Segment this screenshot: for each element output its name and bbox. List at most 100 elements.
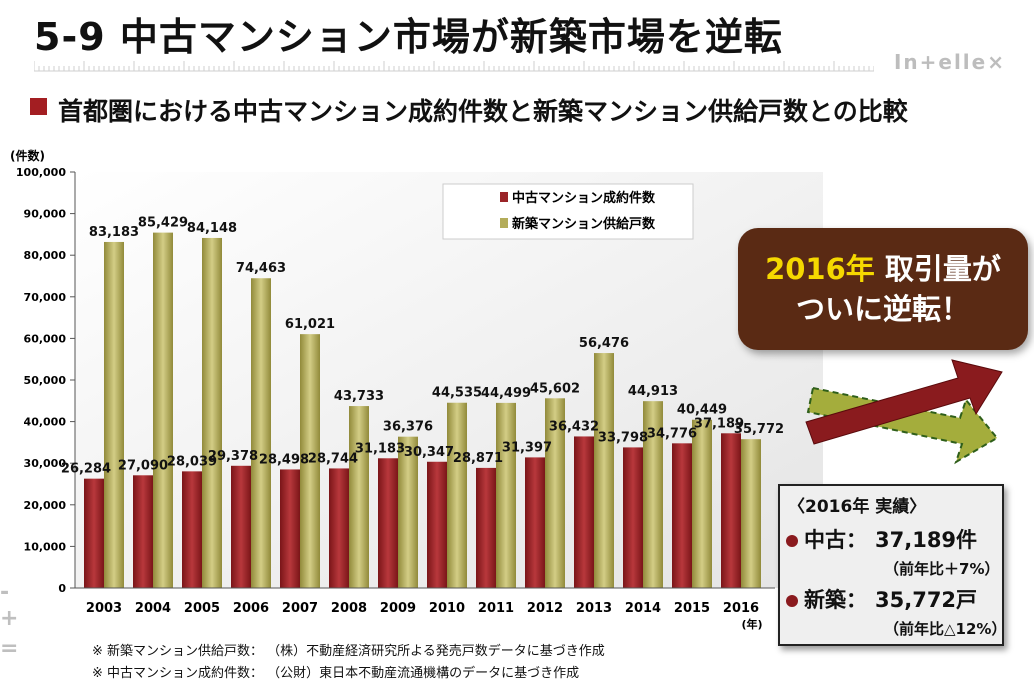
bar-new <box>398 436 418 588</box>
bar-used <box>476 467 496 588</box>
data-label: 56,476 <box>579 336 629 351</box>
footnote-new: ※ 新築マンション供給戸数： （株）不動産経済研究所よる発売戸数データに基づき作… <box>92 644 605 659</box>
bar-used <box>525 457 545 588</box>
x-tick-label: 2008 <box>331 601 367 616</box>
result-new-change: （前年比△12%） <box>884 620 1007 638</box>
data-label: 44,535 <box>432 386 482 401</box>
y-tick-label: 60,000 <box>24 332 67 345</box>
result-title: 〈2016年 実績〉 <box>788 497 927 517</box>
result-used-change: （前年比＋7%） <box>884 560 1000 578</box>
bar-new <box>300 334 320 588</box>
bar-new <box>349 406 369 588</box>
data-label: 31,183 <box>355 441 405 456</box>
y-tick-label: 90,000 <box>24 208 67 221</box>
data-label: 43,733 <box>334 389 384 404</box>
subtitle-bullet <box>30 98 47 115</box>
callout-line1-rest: 取引量が <box>884 252 1001 286</box>
result-used-label: 中古： <box>804 528 867 552</box>
data-label: 36,432 <box>549 419 599 434</box>
data-label: 45,602 <box>530 381 580 396</box>
y-tick-label: 40,000 <box>24 416 67 429</box>
data-label: 30,347 <box>404 445 454 460</box>
side-deco-plus: + <box>0 606 19 631</box>
data-label: 84,148 <box>187 221 237 236</box>
bar-new <box>594 353 614 588</box>
x-tick-label: 2012 <box>527 601 563 616</box>
callout-line2: ついに逆転！ <box>795 292 970 326</box>
data-label: 37,189 <box>694 416 744 431</box>
x-tick-label: 2016 <box>723 601 759 616</box>
data-label: 33,798 <box>598 430 648 445</box>
bar-new <box>692 419 712 588</box>
data-label: 35,772 <box>734 422 784 437</box>
y-axis-title: (件数) <box>10 148 45 163</box>
result-new-value: 35,772戸 <box>875 588 978 612</box>
x-tick-label: 2011 <box>478 601 514 616</box>
legend-label-used: 中古マンション成約件数 <box>512 190 656 206</box>
x-tick-label: 2004 <box>135 601 171 616</box>
data-label: 26,284 <box>61 462 111 477</box>
x-tick-label: 2006 <box>233 601 269 616</box>
bar-new <box>447 402 467 588</box>
data-label: 61,021 <box>285 317 335 332</box>
footnote-used: ※ 中古マンション成約件数： （公財）東日本不動産流通機構のデータに基づき作成 <box>92 666 580 681</box>
data-label: 85,429 <box>138 216 188 231</box>
brand-logo: In+elle× <box>893 50 1006 74</box>
bar-used <box>329 468 349 588</box>
bar-used <box>574 436 594 588</box>
x-tick-label: 2015 <box>674 601 710 616</box>
data-label: 44,499 <box>481 386 531 401</box>
bullet-dot-icon <box>786 595 798 607</box>
x-tick-label: 2005 <box>184 601 220 616</box>
bar-used <box>623 447 643 588</box>
bar-used <box>231 465 251 588</box>
data-label: 28,498 <box>259 452 309 467</box>
bar-used <box>427 461 447 588</box>
data-label: 27,090 <box>118 458 168 473</box>
trend-arrow-used <box>805 359 1003 445</box>
legend: 中古マンション成約件数 新築マンション供給戸数 <box>442 183 694 240</box>
bar-new <box>741 439 761 588</box>
bar-used <box>280 469 300 588</box>
callout-box: 2016年 取引量が ついに逆転！ <box>738 228 1028 350</box>
bar-used <box>84 478 104 588</box>
x-tick-label: 2010 <box>429 601 465 616</box>
side-deco-equal: = <box>0 636 19 661</box>
data-label: 31,397 <box>502 440 552 455</box>
bar-new <box>153 232 173 588</box>
data-label: 44,913 <box>628 384 678 399</box>
result-new-row: 新築： 35,772戸 <box>786 584 977 614</box>
side-deco-dash: - <box>0 580 10 605</box>
x-tick-label: 2007 <box>282 601 318 616</box>
data-label: 83,183 <box>89 225 139 240</box>
bar-used <box>182 471 202 588</box>
data-label: 28,871 <box>453 451 503 466</box>
bar-new <box>251 278 271 588</box>
y-tick-label: 80,000 <box>24 249 67 262</box>
y-tick-label: 100,000 <box>16 166 66 179</box>
chart-subtitle: 首都圏における中古マンション成約件数と新築マンション供給戸数との比較 <box>58 97 908 126</box>
legend-label-new: 新築マンション供給戸数 <box>512 216 656 232</box>
callout-line1: 2016年 取引量が <box>738 249 1028 289</box>
data-label: 28,744 <box>308 451 358 466</box>
y-tick-label: 0 <box>58 582 66 595</box>
x-tick-label: 2014 <box>625 601 661 616</box>
callout-highlight: 2016年 <box>765 252 875 286</box>
data-label: 28,039 <box>167 454 217 469</box>
x-tick-label: 2013 <box>576 601 612 616</box>
bar-new <box>104 241 124 588</box>
result-used-value: 37,189件 <box>875 528 978 552</box>
bar-new <box>643 401 663 588</box>
y-tick-label: 30,000 <box>24 457 67 470</box>
bar-used <box>672 443 692 588</box>
legend-swatch-new <box>500 218 508 228</box>
bar-new <box>545 398 565 588</box>
legend-swatch-used <box>500 192 508 202</box>
bar-used <box>721 433 741 588</box>
data-label: 40,449 <box>677 403 727 418</box>
data-label: 74,463 <box>236 261 286 276</box>
y-tick-label: 50,000 <box>24 374 67 387</box>
y-tick-label: 10,000 <box>24 540 67 553</box>
bar-used <box>378 458 398 588</box>
